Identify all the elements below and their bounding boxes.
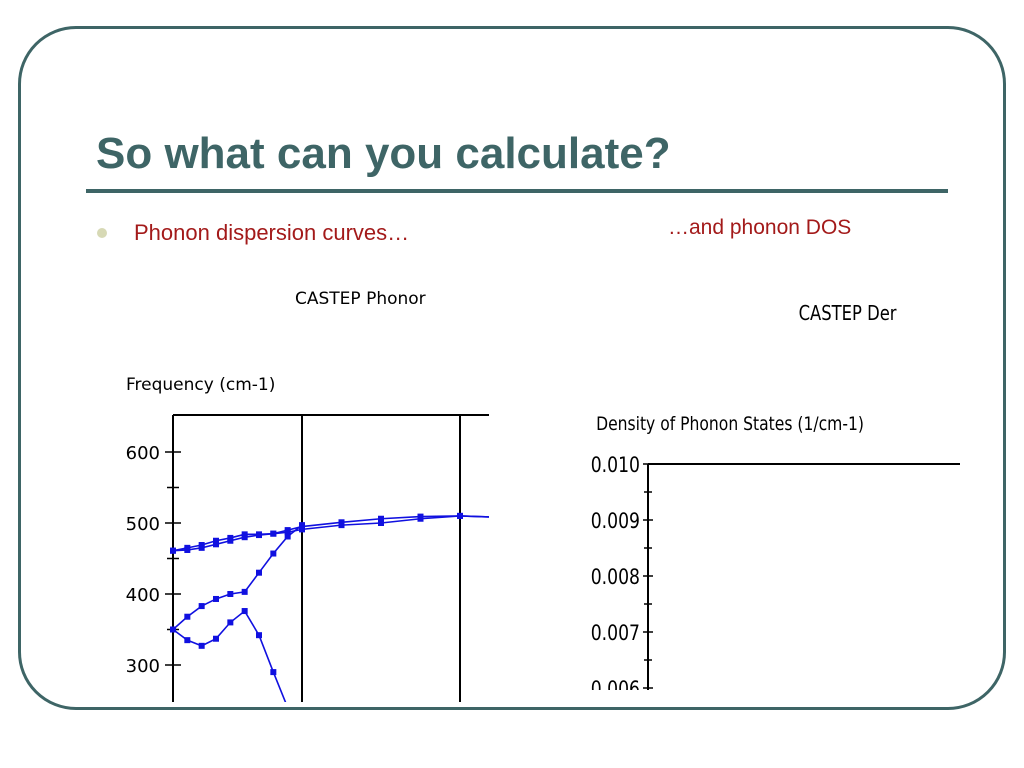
- dispersion-point: [198, 544, 205, 551]
- dispersion-chart-svg: CASTEP Phonor Frequency (cm-1) 300 400 500…: [126, 289, 489, 702]
- dispersion-series-line: [172, 524, 303, 631]
- dispersion-point: [338, 519, 345, 526]
- slide-frame: [18, 26, 1006, 710]
- dispersion-point: [170, 626, 176, 633]
- dispersion-point: [256, 532, 262, 539]
- dispersion-point: [256, 569, 262, 576]
- dispersion-point: [170, 547, 176, 554]
- dos-ytick-label: 0.007: [591, 620, 640, 645]
- slide-title: So what can you calculate?: [96, 129, 671, 178]
- bullet-dot-icon: [97, 228, 107, 238]
- dispersion-point: [270, 669, 277, 676]
- dispersion-point: [457, 512, 463, 519]
- dispersion-point: [184, 637, 191, 644]
- dos-ytick-label: 0.009: [591, 508, 640, 533]
- dispersion-point: [213, 595, 219, 602]
- dispersion-ytick-label: 400: [126, 585, 160, 606]
- dispersion-chart-title: CASTEP Phonor: [295, 289, 426, 309]
- dispersion-ytick-label: 600: [126, 443, 160, 464]
- dispersion-point: [417, 513, 424, 520]
- dispersion-ytick-label: 500: [126, 514, 160, 535]
- dispersion-point: [270, 530, 277, 537]
- dispersion-chart-ylabel: Frequency (cm-1): [126, 375, 275, 395]
- dos-chart-ylabel: Density of Phonon States (1/cm-1): [596, 414, 864, 436]
- dos-chart-title: CASTEP Der: [799, 303, 897, 326]
- dispersion-point: [184, 546, 191, 553]
- dos-ytick-label: 0.008: [591, 564, 640, 589]
- dispersion-point: [299, 522, 305, 529]
- dispersion-chart-axes: 300 400 500 600: [126, 414, 489, 702]
- dispersion-point: [198, 642, 205, 649]
- dispersion-point: [256, 632, 262, 639]
- dispersion-point: [227, 537, 234, 544]
- dos-ytick-label: 0.010: [591, 452, 640, 477]
- dispersion-point: [227, 619, 234, 626]
- dispersion-series-line: [172, 515, 489, 552]
- dispersion-chart-series: [170, 512, 489, 702]
- dispersion-point: [241, 608, 248, 615]
- dispersion-point: [378, 520, 384, 526]
- dispersion-point: [241, 534, 248, 541]
- dispersion-point: [198, 603, 205, 610]
- dispersion-ytick-label: 300: [126, 656, 160, 677]
- dispersion-point: [241, 588, 248, 595]
- dispersion-point: [184, 613, 191, 620]
- dispersion-point: [378, 515, 384, 522]
- dos-chart-svg: CASTEP Der Density of Phonon States (1/c…: [591, 303, 960, 690]
- dispersion-point: [213, 635, 219, 642]
- dispersion-point: [213, 537, 219, 544]
- dispersion-point: [213, 541, 219, 548]
- dispersion-point: [270, 550, 277, 557]
- dispersion-chart: CASTEP Phonor Frequency (cm-1) 300 400 500…: [40, 270, 489, 702]
- dos-ytick-label: 0.006: [591, 676, 640, 690]
- dos-chart: CASTEP Der Density of Phonon States (1/c…: [560, 290, 960, 690]
- dos-caption: …and phonon DOS: [668, 216, 852, 239]
- dos-chart-axes: 0.006 0.007 0.008 0.009 0.010: [591, 452, 960, 690]
- dispersion-point: [227, 591, 234, 597]
- bullet-text: Phonon dispersion curves…: [134, 220, 410, 245]
- title-rule: [86, 189, 948, 193]
- dispersion-series-line: [172, 609, 287, 702]
- dispersion-point: [284, 533, 291, 540]
- dispersion-series-line: [172, 515, 489, 552]
- dispersion-point: [284, 527, 291, 534]
